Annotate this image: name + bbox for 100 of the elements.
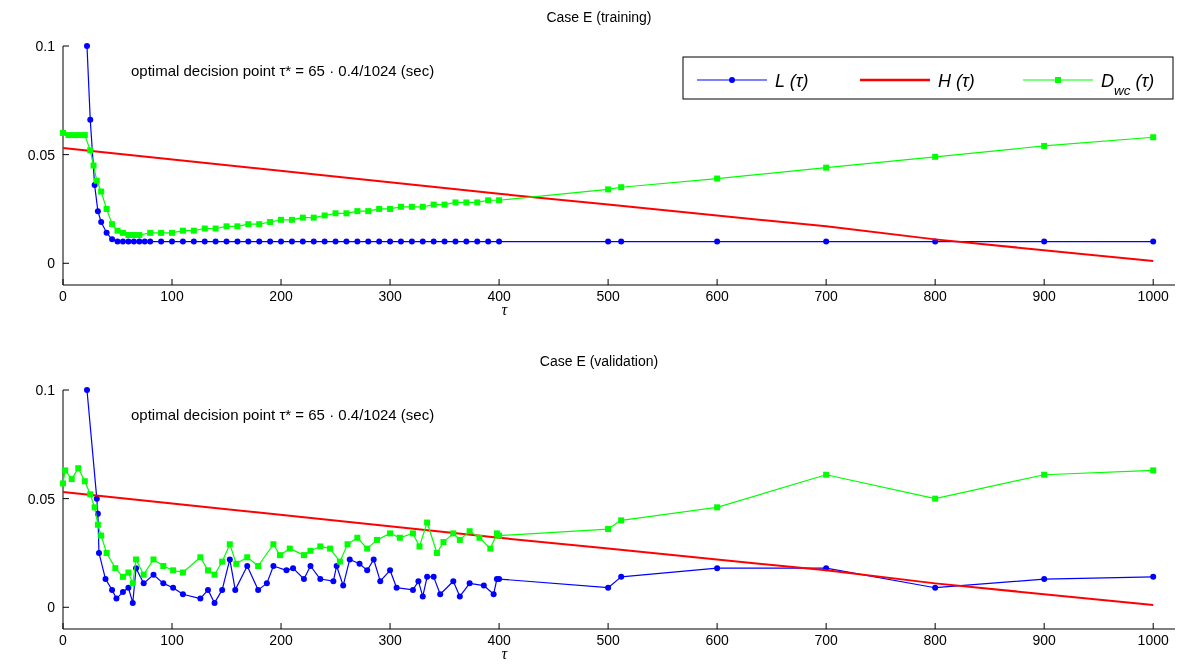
point [1041, 142, 1048, 149]
y-tick-label: 0.05 [27, 490, 56, 507]
point [419, 238, 426, 245]
x-tick-label: 700 [814, 632, 839, 648]
x-tick-label: 100 [160, 288, 184, 304]
legend-label: L (τ) [775, 71, 809, 91]
point [321, 238, 328, 245]
point [190, 227, 197, 234]
x-tick-label: 500 [596, 632, 620, 648]
point [234, 238, 241, 245]
x-tick-label: 800 [923, 632, 948, 648]
point [474, 238, 481, 245]
point [223, 238, 230, 245]
x-tick-label: 400 [487, 632, 511, 648]
point [201, 225, 208, 232]
point [618, 238, 625, 245]
x-tick-label: 900 [1032, 632, 1057, 648]
point [179, 227, 186, 234]
point [321, 212, 328, 219]
point [343, 210, 350, 217]
point [310, 238, 317, 245]
point [332, 238, 339, 245]
point [485, 238, 492, 245]
point [109, 221, 116, 228]
point [605, 238, 612, 245]
point [87, 147, 94, 154]
point [1150, 134, 1157, 141]
point [387, 238, 394, 245]
point [714, 238, 721, 245]
point [452, 238, 459, 245]
x-tick-label: 200 [269, 288, 293, 304]
point [463, 238, 470, 245]
point [125, 232, 132, 239]
point [212, 238, 219, 245]
point [376, 205, 383, 212]
x-tick-label: 100 [160, 632, 184, 648]
x-tick-label: 400 [487, 288, 511, 304]
x-tick-label: 1000 [1137, 288, 1169, 304]
line-series [62, 491, 1155, 607]
point [278, 238, 285, 245]
point [169, 238, 176, 245]
point [430, 201, 437, 208]
chart-title: Case E (training) [546, 9, 652, 25]
x-axis-title: τ [501, 645, 509, 662]
point [397, 203, 404, 210]
line-series [62, 147, 1155, 263]
annotation: optimal decision point τ* = 65 · 0.4/1024 (sec) [131, 406, 435, 423]
point [103, 205, 110, 212]
point [103, 229, 110, 236]
point [179, 238, 186, 245]
point [98, 188, 105, 195]
point [190, 238, 197, 245]
point [1041, 238, 1048, 245]
point [212, 225, 219, 232]
point [158, 229, 165, 236]
point [299, 214, 306, 221]
point [267, 218, 274, 225]
point [245, 221, 252, 228]
point [387, 205, 394, 212]
point [136, 232, 143, 239]
point [618, 184, 625, 191]
point [65, 132, 72, 139]
point [278, 216, 285, 223]
point [147, 238, 154, 245]
point [76, 132, 83, 139]
point [365, 208, 372, 215]
point [408, 203, 415, 210]
point [430, 238, 437, 245]
point [299, 238, 306, 245]
point [158, 238, 165, 245]
point [354, 238, 361, 245]
y-tick-label: 0 [47, 599, 56, 616]
point [83, 43, 90, 49]
point [288, 216, 295, 223]
point [496, 238, 503, 245]
x-tick-label: 500 [596, 288, 620, 304]
point [256, 221, 263, 228]
point [109, 236, 116, 243]
point [310, 214, 317, 221]
point [114, 238, 121, 245]
point [98, 218, 105, 225]
x-axis-title: τ [501, 301, 509, 318]
x-tick-label: 200 [269, 632, 293, 648]
point [397, 238, 404, 245]
point [90, 162, 97, 169]
point [605, 186, 612, 193]
point [147, 229, 154, 236]
point [245, 238, 252, 245]
x-tick-label: 900 [1032, 288, 1057, 304]
point [463, 199, 470, 206]
point [354, 208, 361, 215]
point [714, 175, 721, 182]
x-tick-label: 300 [378, 632, 402, 648]
x-tick-label: 0 [59, 632, 68, 648]
y-tick-label: 0.05 [27, 146, 56, 163]
x-tick-label: 800 [923, 288, 948, 304]
legend-label: D$_{wc}$ (τ) [1101, 71, 1155, 98]
x-tick-label: 0 [59, 288, 68, 304]
point [441, 201, 448, 208]
point [485, 197, 492, 204]
